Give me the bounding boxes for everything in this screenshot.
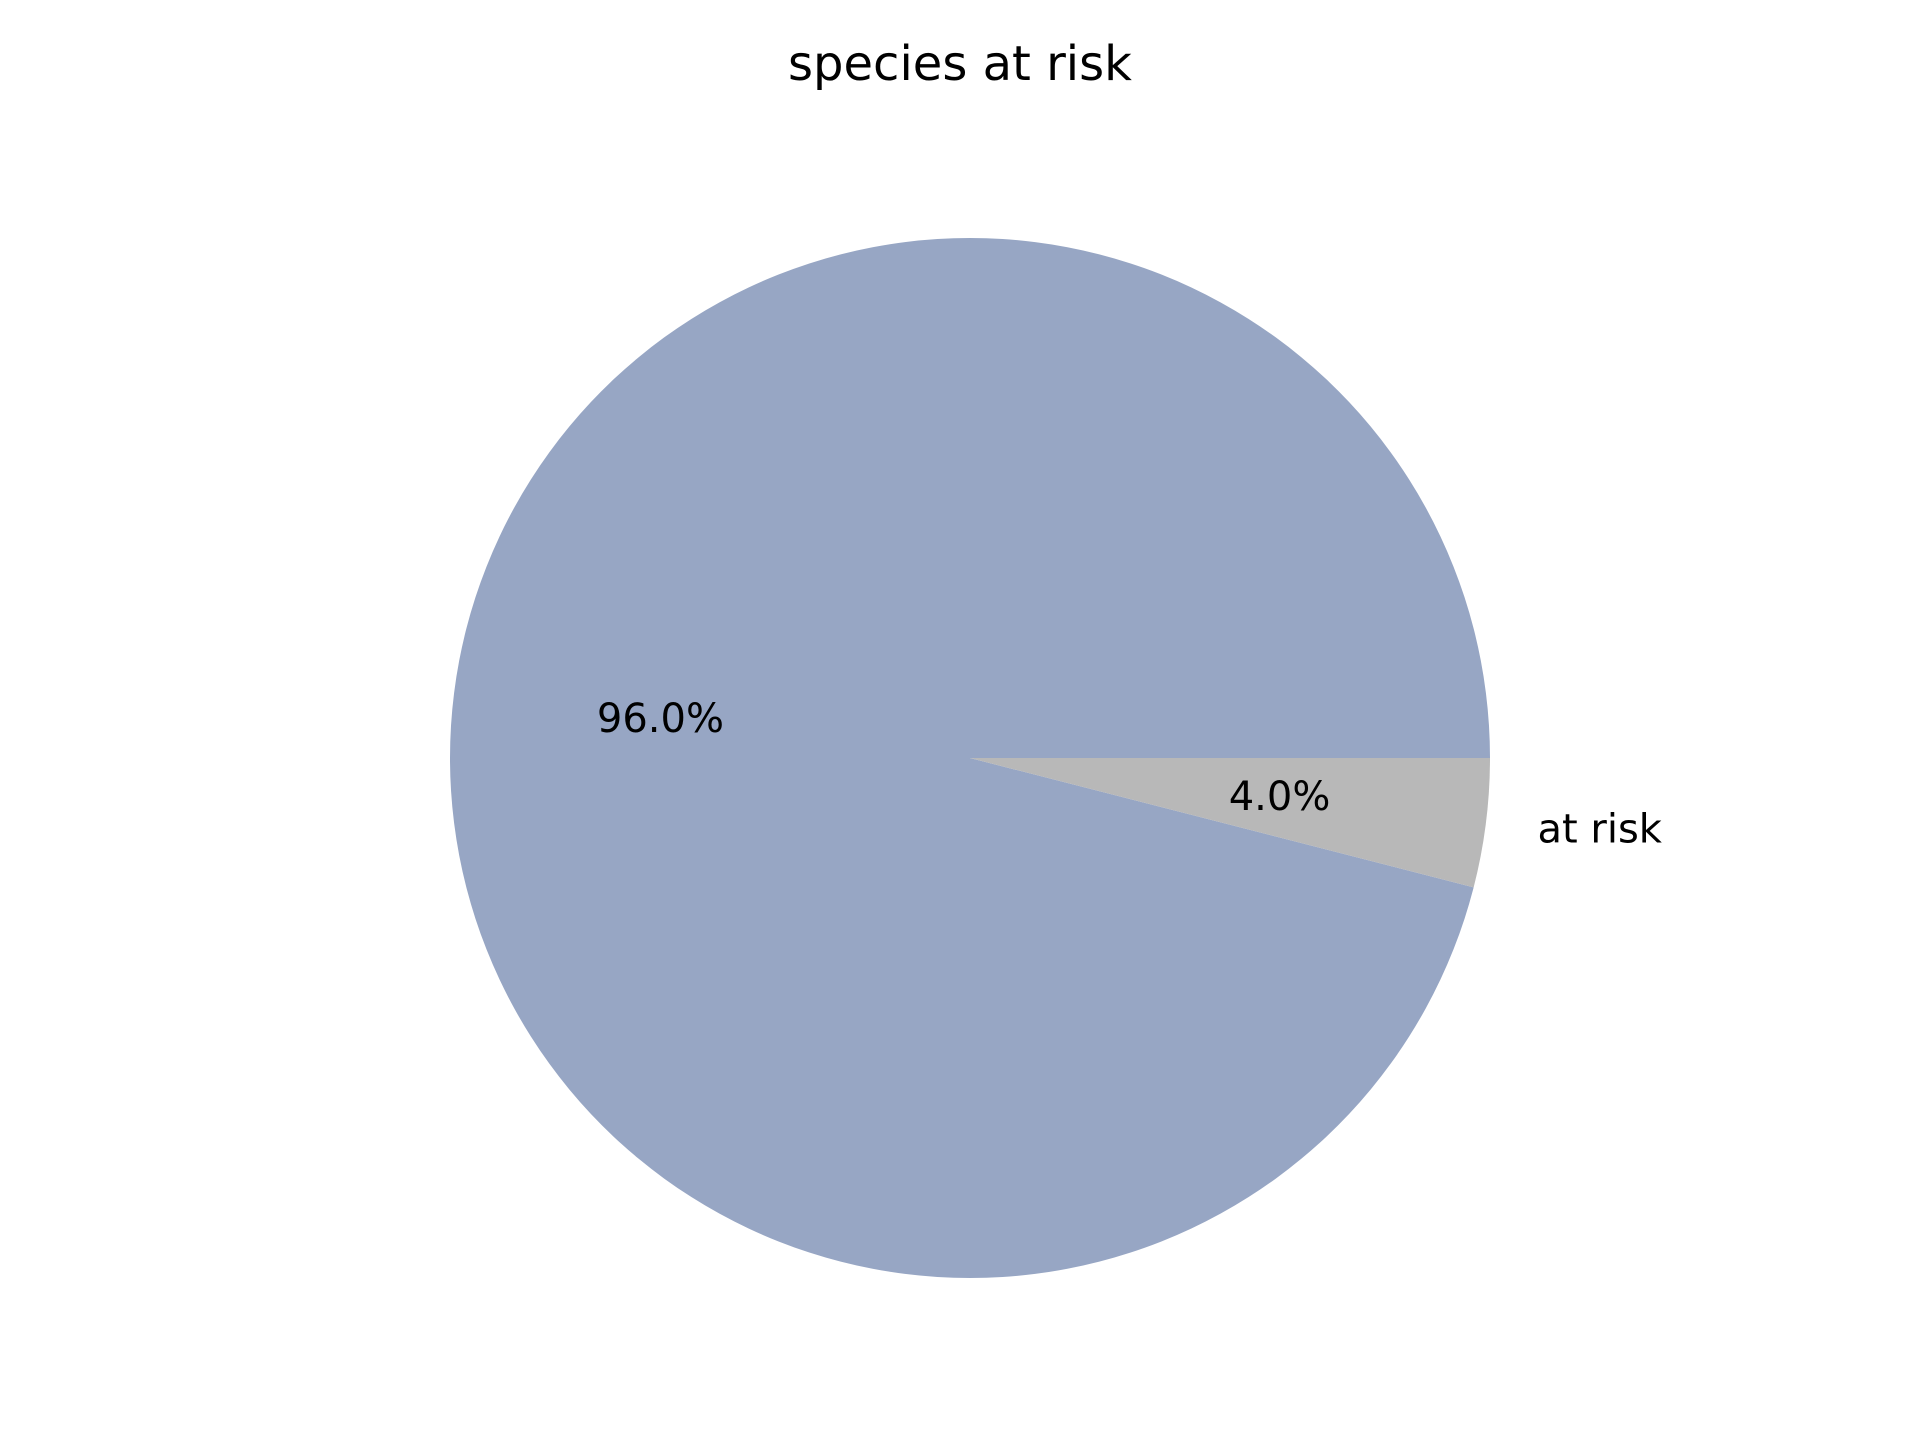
pie-slice-at-risk xyxy=(970,758,1490,888)
pie-percent-label: 4.0% xyxy=(1229,774,1331,820)
pie-slices xyxy=(449,237,1490,1278)
pie-percent-label: 96.0% xyxy=(597,696,724,742)
pie-slice-slice-0 xyxy=(449,237,1490,1278)
chart-title: species at risk xyxy=(788,36,1132,92)
pie-labels: 96.0% 4.0% at risk xyxy=(597,696,1663,853)
pie-category-label: at risk xyxy=(1537,807,1662,853)
